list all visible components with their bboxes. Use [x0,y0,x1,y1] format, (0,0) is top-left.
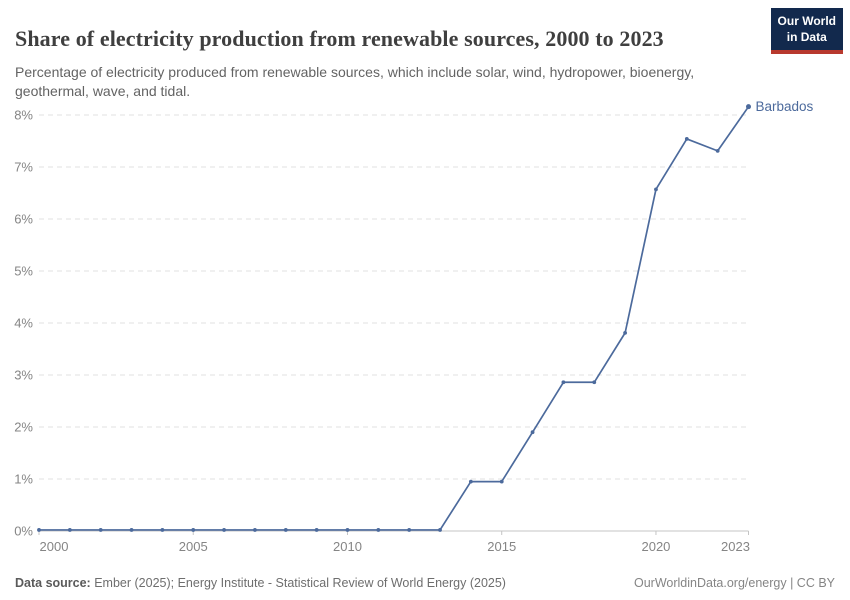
data-point[interactable] [407,528,412,532]
data-point[interactable] [468,479,473,484]
y-axis-tick-label: 0% [14,524,33,539]
data-point[interactable] [191,528,196,532]
data-point[interactable] [222,528,226,532]
data-line [38,105,750,531]
x-axis-tick-label: 2020 [641,539,670,554]
y-axis-tick-label: 1% [14,472,33,487]
data-point[interactable] [530,430,535,435]
data-point[interactable] [129,528,134,532]
data-point[interactable] [592,380,597,385]
x-axis-tick-label: 2015 [487,539,516,554]
owid-logo-line1: Our World [777,14,836,28]
data-point[interactable] [746,104,751,110]
data-point[interactable] [684,137,689,141]
y-axis-tick-label: 8% [14,108,33,123]
y-axis-tick-label: 4% [14,316,33,331]
data-point[interactable] [160,528,165,532]
data-source-label: Data source: [15,576,91,590]
chart-footer: Data source: Ember (2025); Energy Instit… [15,576,835,590]
y-axis-tick-label: 2% [14,420,33,435]
x-axis-tick-label: 2005 [179,539,208,554]
data-point[interactable] [253,528,257,532]
page-title: Share of electricity production from ren… [15,25,664,51]
owid-logo-line2: in Data [786,29,827,44]
y-axis-tick-label: 7% [14,160,33,175]
data-point[interactable] [283,528,288,532]
data-point[interactable] [314,528,319,532]
x-axis-tick-label: 2000 [40,539,69,554]
data-point[interactable] [499,479,504,484]
data-source-note: Data source: Ember (2025); Energy Instit… [15,576,506,590]
data-point[interactable] [376,528,381,532]
series-label: Barbados [756,99,814,114]
data-source-text: Ember (2025); Energy Institute - Statist… [90,576,506,590]
data-point[interactable] [654,187,658,192]
license-credit-link[interactable]: OurWorldinData.org/energy | CC BY [633,576,835,590]
data-point[interactable] [623,330,628,335]
x-axis-tick-label: 2023 [721,539,750,554]
data-point[interactable] [561,380,566,385]
chart-canvas: 0% 1% 2% 3% 4% 5% 6% 7% 8% 2000 2005 2010 2015 2020 20… [14,99,814,554]
data-point[interactable] [438,528,442,532]
data-point[interactable] [345,528,350,532]
data-point[interactable] [715,148,720,153]
owid-logo[interactable]: Our World in Data [770,8,843,55]
y-axis-tick-label: 6% [14,212,33,227]
data-point[interactable] [37,528,41,532]
data-point[interactable] [67,528,72,532]
data-point[interactable] [98,528,103,532]
chart-subtitle: Percentage of electricity produced from … [15,64,695,99]
y-axis-tick-label: 3% [14,368,33,383]
x-axis-tick-label: 2010 [333,539,362,554]
y-axis-tick-label: 5% [14,264,33,279]
